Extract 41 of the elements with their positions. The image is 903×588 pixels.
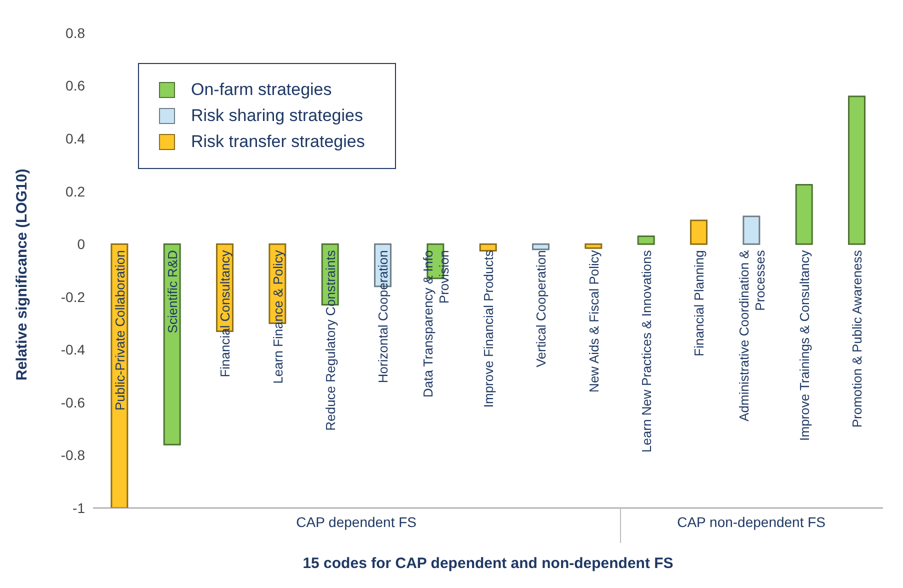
y-tick-label: -0.6 (60, 394, 86, 410)
legend-label: On-farm strategies (190, 80, 333, 100)
bar (532, 243, 550, 250)
x-tick-label: Improve Financial Products (481, 250, 496, 408)
y-tick-label: -0.8 (60, 447, 86, 464)
x-tick-label: Horizontal Cooperation (376, 250, 391, 384)
y-tick-label: 0.2 (66, 183, 86, 200)
bar (584, 243, 602, 249)
x-axis-title: 15 codes for CAP dependent and non-dependent FS (302, 555, 674, 572)
x-tick-label: Data Transparency & Info Provision (420, 250, 452, 398)
bar (163, 243, 181, 446)
y-tick-label: 0.6 (66, 78, 86, 94)
y-tick-label: 0.4 (66, 130, 86, 147)
legend-label: Risk transfer strategies (190, 132, 365, 152)
bar (795, 184, 813, 245)
x-tick-label: Financial Consultancy (218, 250, 233, 378)
y-tick-label: -0.4 (60, 342, 86, 358)
x-tick-label: Administrative Coordination & Processes (736, 250, 768, 422)
x-tick-label: Improve Trainings & Consultancy (797, 250, 812, 441)
y-tick-label: -0.2 (60, 288, 86, 305)
x-tick-label: Learn New Practices & Innovations (639, 250, 654, 452)
x-tick-label: Promotion & Public Awareness (850, 250, 865, 428)
bar (742, 216, 760, 245)
y-axis-title: Relative significance (LOG10) (13, 168, 30, 380)
y-tick-label: -1 (72, 500, 86, 516)
x-tick-label: Vertical Cooperation (534, 250, 549, 368)
bar (690, 220, 708, 245)
y-tick-label: 0.8 (66, 24, 86, 41)
x-tick-label: Financial Planning (692, 250, 707, 356)
y-tick-label: 0 (77, 236, 86, 252)
x-tick-label: Reduce Regulatory Constraints (323, 250, 338, 431)
x-tick-label: Public-Private Collaboration (112, 250, 128, 411)
x-tick-label: Scientific R&D (165, 250, 180, 334)
text: CAP dependent FS (295, 514, 418, 530)
legend-label: Risk sharing strategies (190, 106, 364, 126)
bar (479, 243, 497, 252)
x-tick-label: New Aids & Fiscal Policy (586, 250, 602, 392)
text: CAP non-dependent FS (676, 514, 827, 530)
bar (848, 96, 866, 245)
bar (637, 235, 655, 245)
x-tick-label: Learn Finance & Policy (270, 250, 286, 384)
